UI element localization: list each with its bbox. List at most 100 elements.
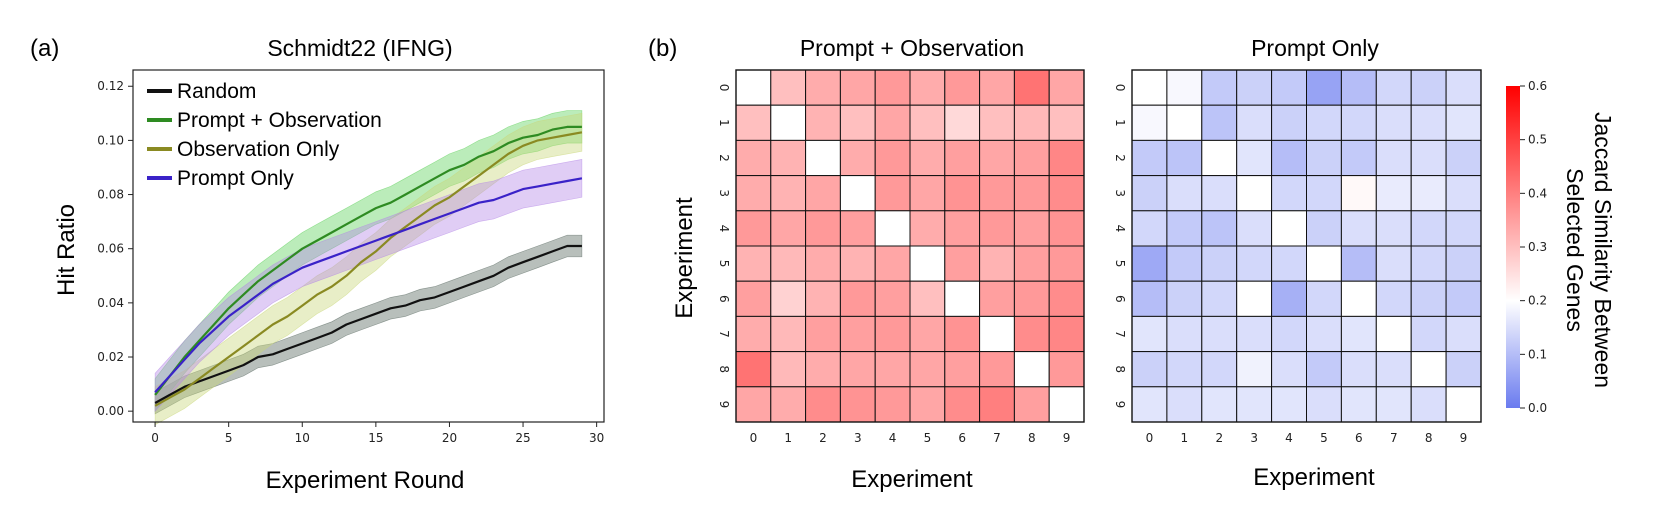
heatmap-cell (1048, 351, 1085, 388)
heatmap-x-tick-label: 2 (1215, 431, 1223, 445)
legend-label-3: Prompt Only (177, 167, 294, 190)
heatmap-x-tick-label: 6 (1355, 431, 1363, 445)
heatmap-cell (1340, 104, 1377, 141)
colorbar-tick-label: 0.0 (1528, 401, 1547, 415)
heatmap-y-tick-label: 1 (717, 119, 731, 127)
heatmap-cell (1131, 175, 1168, 212)
heatmap-cell (770, 245, 807, 282)
heatmap-y-tick-label: 5 (717, 260, 731, 268)
heatmap-cell (979, 104, 1015, 141)
heatmap-cell (1166, 386, 1203, 423)
heatmap-cell (979, 175, 1015, 212)
heatmap1-x-axis-title: Experiment (851, 466, 973, 493)
heatmap-cell (839, 245, 876, 282)
heatmap-prompt-only: 0 1 2 3 4 5 6 7 8 9 0 1 2 3 4 5 6 7 8 9 (1113, 69, 1482, 445)
heatmap-cell (874, 351, 911, 388)
heatmap-cell (805, 69, 841, 106)
heatmap-cell (1201, 139, 1238, 177)
heatmap-cell (839, 351, 876, 388)
heatmap-cell (1236, 315, 1273, 353)
heatmap-cell (805, 175, 841, 212)
colorbar-label-line1: Jaccard Similarity Between (1590, 112, 1616, 388)
heatmap-cell (805, 386, 841, 423)
heatmap-cell (1410, 315, 1447, 353)
heatmap-cell (909, 175, 946, 212)
series-line-2 (154, 131, 583, 407)
heatmap-y-tick-label: 2 (717, 154, 731, 162)
heatmap-cell (1048, 386, 1085, 423)
heatmap-cell (1410, 351, 1447, 388)
heatmap-cell (1306, 351, 1342, 388)
heatmap-x-tick-label: 8 (1028, 431, 1036, 445)
heatmap-cell (1166, 139, 1203, 177)
heatmap-cell (1271, 315, 1307, 353)
heatmap-cell (735, 386, 772, 423)
y-tick-label: 0.10 (97, 133, 124, 147)
heatmap-cell (1131, 69, 1168, 106)
heatmap-cell (1410, 280, 1447, 317)
heatmap-cell (1445, 139, 1482, 177)
heatmap-cell (1131, 210, 1168, 247)
heatmap-x-tick-label: 8 (1425, 431, 1433, 445)
heatmap-cell (1306, 139, 1342, 177)
heatmap-cell (979, 245, 1015, 282)
panel-label-b: (b) (648, 35, 677, 62)
heatmap-cell (1410, 104, 1447, 141)
heatmap-cell (1236, 280, 1273, 317)
heatmap-cell (1013, 315, 1050, 353)
heatmap-cell (1445, 210, 1482, 247)
heatmap-cell (839, 104, 876, 141)
heatmap-cell (909, 351, 946, 388)
heatmap-cell (805, 315, 841, 353)
heatmap-cell (1306, 175, 1342, 212)
heatmap-x-tick-label: 9 (1460, 431, 1468, 445)
heatmap-cell (1410, 139, 1447, 177)
heatmap-cell (1340, 69, 1377, 106)
heatmap-cell (1236, 386, 1273, 423)
heatmap-cell (909, 139, 946, 177)
heatmap-cell (1375, 245, 1412, 282)
heatmap-y-tick-label: 7 (1113, 330, 1127, 338)
heatmap-cell (1013, 351, 1050, 388)
heatmap-x-tick-label: 1 (784, 431, 792, 445)
heatmap-x-tick-label: 0 (750, 431, 758, 445)
y-tick-label: 0.06 (97, 242, 124, 256)
colorbar-tick-label: 0.5 (1528, 133, 1547, 147)
heatmap-cell (944, 315, 981, 353)
heatmap-frame (1131, 69, 1482, 423)
line-series-group (154, 125, 583, 407)
heatmap-cell (1340, 315, 1377, 353)
heatmap-cell (1445, 280, 1482, 317)
y-tick-label: 0.12 (97, 79, 124, 93)
heatmap-cell (1445, 245, 1482, 282)
heatmap-cell (1271, 280, 1307, 317)
heatmap-cell (909, 386, 946, 423)
series-line-3 (154, 177, 583, 393)
colorbar-label-line2: Selected Genes (1562, 168, 1588, 332)
heatmap-cell (1340, 175, 1377, 212)
heatmap-cell (1166, 351, 1203, 388)
y-tick-label: 0.04 (97, 296, 124, 310)
heatmap-cell (909, 69, 946, 106)
heatmap-cell (1131, 351, 1168, 388)
heatmap-cell (1271, 104, 1307, 141)
heatmap-cell (1048, 245, 1085, 282)
heatmap-y-tick-label: 3 (717, 189, 731, 197)
heatmap-cell (1166, 69, 1203, 106)
heatmap-cell (1306, 386, 1342, 423)
heatmap-cell (1048, 69, 1085, 106)
heatmap-cell (979, 315, 1015, 353)
heatmap-cell (1048, 210, 1085, 247)
heatmap-cell (735, 175, 772, 212)
heatmap-cell (770, 104, 807, 141)
series-line-1 (154, 125, 582, 396)
heatmap-cell (1166, 245, 1203, 282)
heatmap-cell (805, 280, 841, 317)
line-x-axis-title: Experiment Round (266, 467, 465, 494)
heatmap-cell (1131, 315, 1168, 353)
heatmap-x-tick-label: 2 (819, 431, 827, 445)
heatmap-cell (979, 210, 1015, 247)
heatmap-y-tick-label: 4 (717, 225, 731, 233)
heatmap-y-tick-label: 8 (1113, 365, 1127, 373)
heatmap-cell (1131, 104, 1168, 141)
